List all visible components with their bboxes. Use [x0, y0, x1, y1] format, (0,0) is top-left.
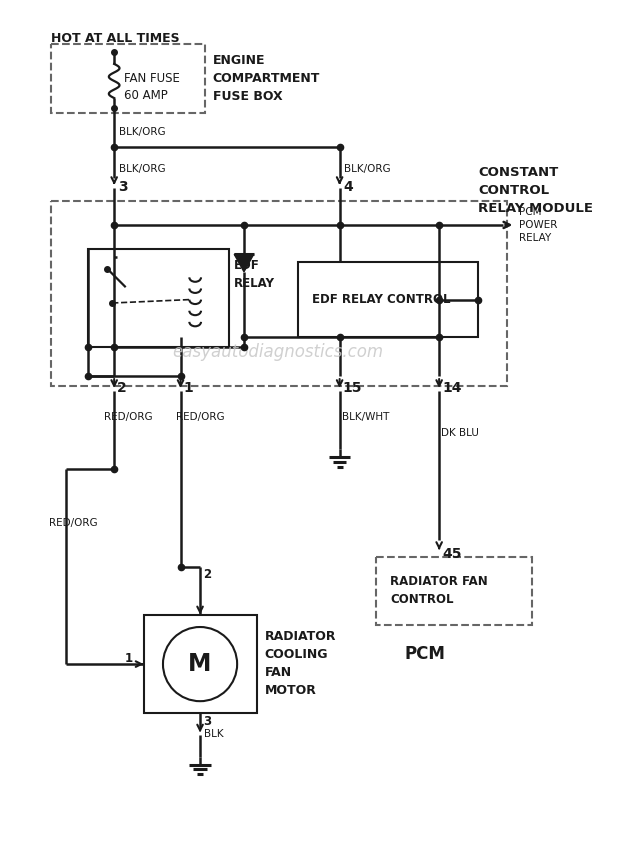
Polygon shape	[234, 254, 254, 272]
Text: 1: 1	[184, 381, 193, 395]
Text: PCM
POWER
RELAY: PCM POWER RELAY	[519, 207, 557, 243]
Text: BLK: BLK	[204, 729, 224, 740]
Text: RED/ORG: RED/ORG	[49, 518, 98, 528]
Text: 45: 45	[442, 547, 462, 561]
Text: BLK/ORG: BLK/ORG	[119, 164, 166, 174]
Text: CONSTANT
CONTROL
RELAY MODULE: CONSTANT CONTROL RELAY MODULE	[478, 167, 593, 215]
Text: 14: 14	[442, 381, 462, 395]
Text: ENGINE
COMPARTMENT
FUSE BOX: ENGINE COMPARTMENT FUSE BOX	[213, 54, 320, 103]
Bar	[145, 615, 256, 713]
Text: 4: 4	[344, 180, 353, 194]
Text: 1: 1	[125, 653, 133, 666]
Text: FAN FUSE
60 AMP: FAN FUSE 60 AMP	[124, 71, 180, 102]
Bar	[88, 249, 229, 347]
Bar	[298, 262, 478, 337]
Text: PCM: PCM	[405, 644, 446, 663]
Text: easyautodiagnostics.com: easyautodiagnostics.com	[172, 343, 384, 360]
Text: 3: 3	[118, 180, 128, 194]
Text: 2: 2	[203, 569, 211, 581]
Text: BLK/WHT: BLK/WHT	[342, 412, 389, 422]
Text: BLK/ORG: BLK/ORG	[344, 164, 391, 174]
Text: EDF
RELAY: EDF RELAY	[234, 259, 275, 290]
Text: DK BLU: DK BLU	[441, 428, 479, 438]
Bar	[51, 201, 507, 386]
Text: RADIATOR FAN
CONTROL: RADIATOR FAN CONTROL	[391, 575, 488, 606]
Text: 2: 2	[117, 381, 127, 395]
Text: EDF RELAY CONTROL: EDF RELAY CONTROL	[312, 293, 451, 306]
Bar	[51, 44, 205, 113]
Text: 3: 3	[203, 715, 211, 728]
Text: 15: 15	[342, 381, 362, 395]
Text: RADIATOR
COOLING
FAN
MOTOR: RADIATOR COOLING FAN MOTOR	[265, 630, 336, 697]
Text: HOT AT ALL TIMES: HOT AT ALL TIMES	[51, 31, 179, 45]
Bar	[376, 557, 532, 625]
Text: RED/ORG: RED/ORG	[104, 412, 153, 422]
Text: M: M	[188, 652, 212, 676]
Text: BLK/ORG: BLK/ORG	[119, 128, 166, 138]
Text: RED/ORG: RED/ORG	[176, 412, 224, 422]
